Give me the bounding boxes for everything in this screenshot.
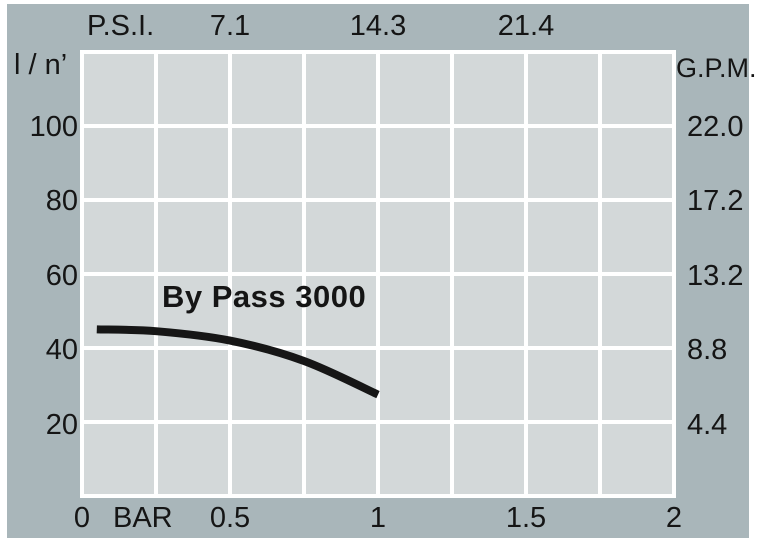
- grid-cell: [454, 350, 524, 420]
- grid-cell: [158, 128, 228, 198]
- tick-right: 8.8: [687, 334, 728, 366]
- grid-cell: [602, 54, 672, 124]
- tick-right: 22.0: [687, 110, 744, 143]
- tick-left: 20: [45, 408, 78, 441]
- grid-cell: [454, 202, 524, 272]
- grid-cell: [84, 54, 154, 124]
- grid-cell: [602, 424, 672, 494]
- grid-cell: [158, 54, 228, 124]
- tick-bottom: 0.5: [209, 502, 251, 534]
- grid-cell: [602, 128, 672, 198]
- tick-top: 7.1: [209, 10, 251, 42]
- grid-cell: [454, 276, 524, 346]
- grid-cell: [528, 424, 598, 494]
- plot-grid: [80, 50, 676, 498]
- grid-cell: [232, 202, 302, 272]
- tick-left: 100: [29, 110, 78, 143]
- grid-cell: [306, 350, 376, 420]
- tick-bottom: 1.5: [505, 502, 547, 534]
- grid-cell: [528, 276, 598, 346]
- tick-left: 60: [45, 259, 78, 292]
- grid-cell: [232, 54, 302, 124]
- grid-cell: [232, 128, 302, 198]
- grid-cell: [232, 424, 302, 494]
- tick-bottom: 1: [369, 502, 387, 534]
- grid-cell: [306, 128, 376, 198]
- tick-right: 17.2: [687, 185, 744, 217]
- grid-cell: [306, 424, 376, 494]
- tick-left: 80: [45, 185, 78, 217]
- grid-cell: [380, 54, 450, 124]
- grid-cell: [84, 276, 154, 346]
- tick-right: 4.4: [687, 408, 728, 441]
- tick-bottom: 2: [665, 502, 683, 534]
- grid-cell: [84, 128, 154, 198]
- grid-cell: [454, 128, 524, 198]
- series-label: By Pass 3000: [162, 279, 367, 314]
- grid-cell: [158, 350, 228, 420]
- grid-cell: [158, 202, 228, 272]
- bottom-axis-unit-label: BAR: [113, 502, 173, 534]
- grid-cell: [602, 202, 672, 272]
- grid-cell: [84, 424, 154, 494]
- grid-cell: [380, 350, 450, 420]
- tick-bottom: 0: [73, 502, 91, 534]
- tick-top: 14.3: [349, 10, 407, 42]
- grid-cell: [528, 202, 598, 272]
- grid-cell: [306, 54, 376, 124]
- grid-cell: [454, 54, 524, 124]
- grid-cell: [454, 424, 524, 494]
- grid-cell: [158, 424, 228, 494]
- tick-left: 40: [45, 334, 78, 366]
- tick-right: 13.2: [687, 259, 744, 292]
- grid-cell: [306, 202, 376, 272]
- grid-cell: [380, 276, 450, 346]
- grid-cell: [380, 424, 450, 494]
- grid-cell: [602, 350, 672, 420]
- grid-cell: [528, 54, 598, 124]
- grid-cell: [84, 202, 154, 272]
- grid-cell: [380, 128, 450, 198]
- left-axis-unit-label: l / n’: [14, 49, 68, 81]
- grid-cell: [602, 276, 672, 346]
- tick-top: 21.4: [497, 10, 555, 42]
- grid-cell: [232, 350, 302, 420]
- grid-cell: [84, 350, 154, 420]
- grid-cell: [380, 202, 450, 272]
- grid-cell: [528, 350, 598, 420]
- grid-cell: [528, 128, 598, 198]
- right-axis-unit-label: G.P.M.: [676, 53, 757, 83]
- top-axis-unit-label: P.S.I.: [87, 10, 155, 42]
